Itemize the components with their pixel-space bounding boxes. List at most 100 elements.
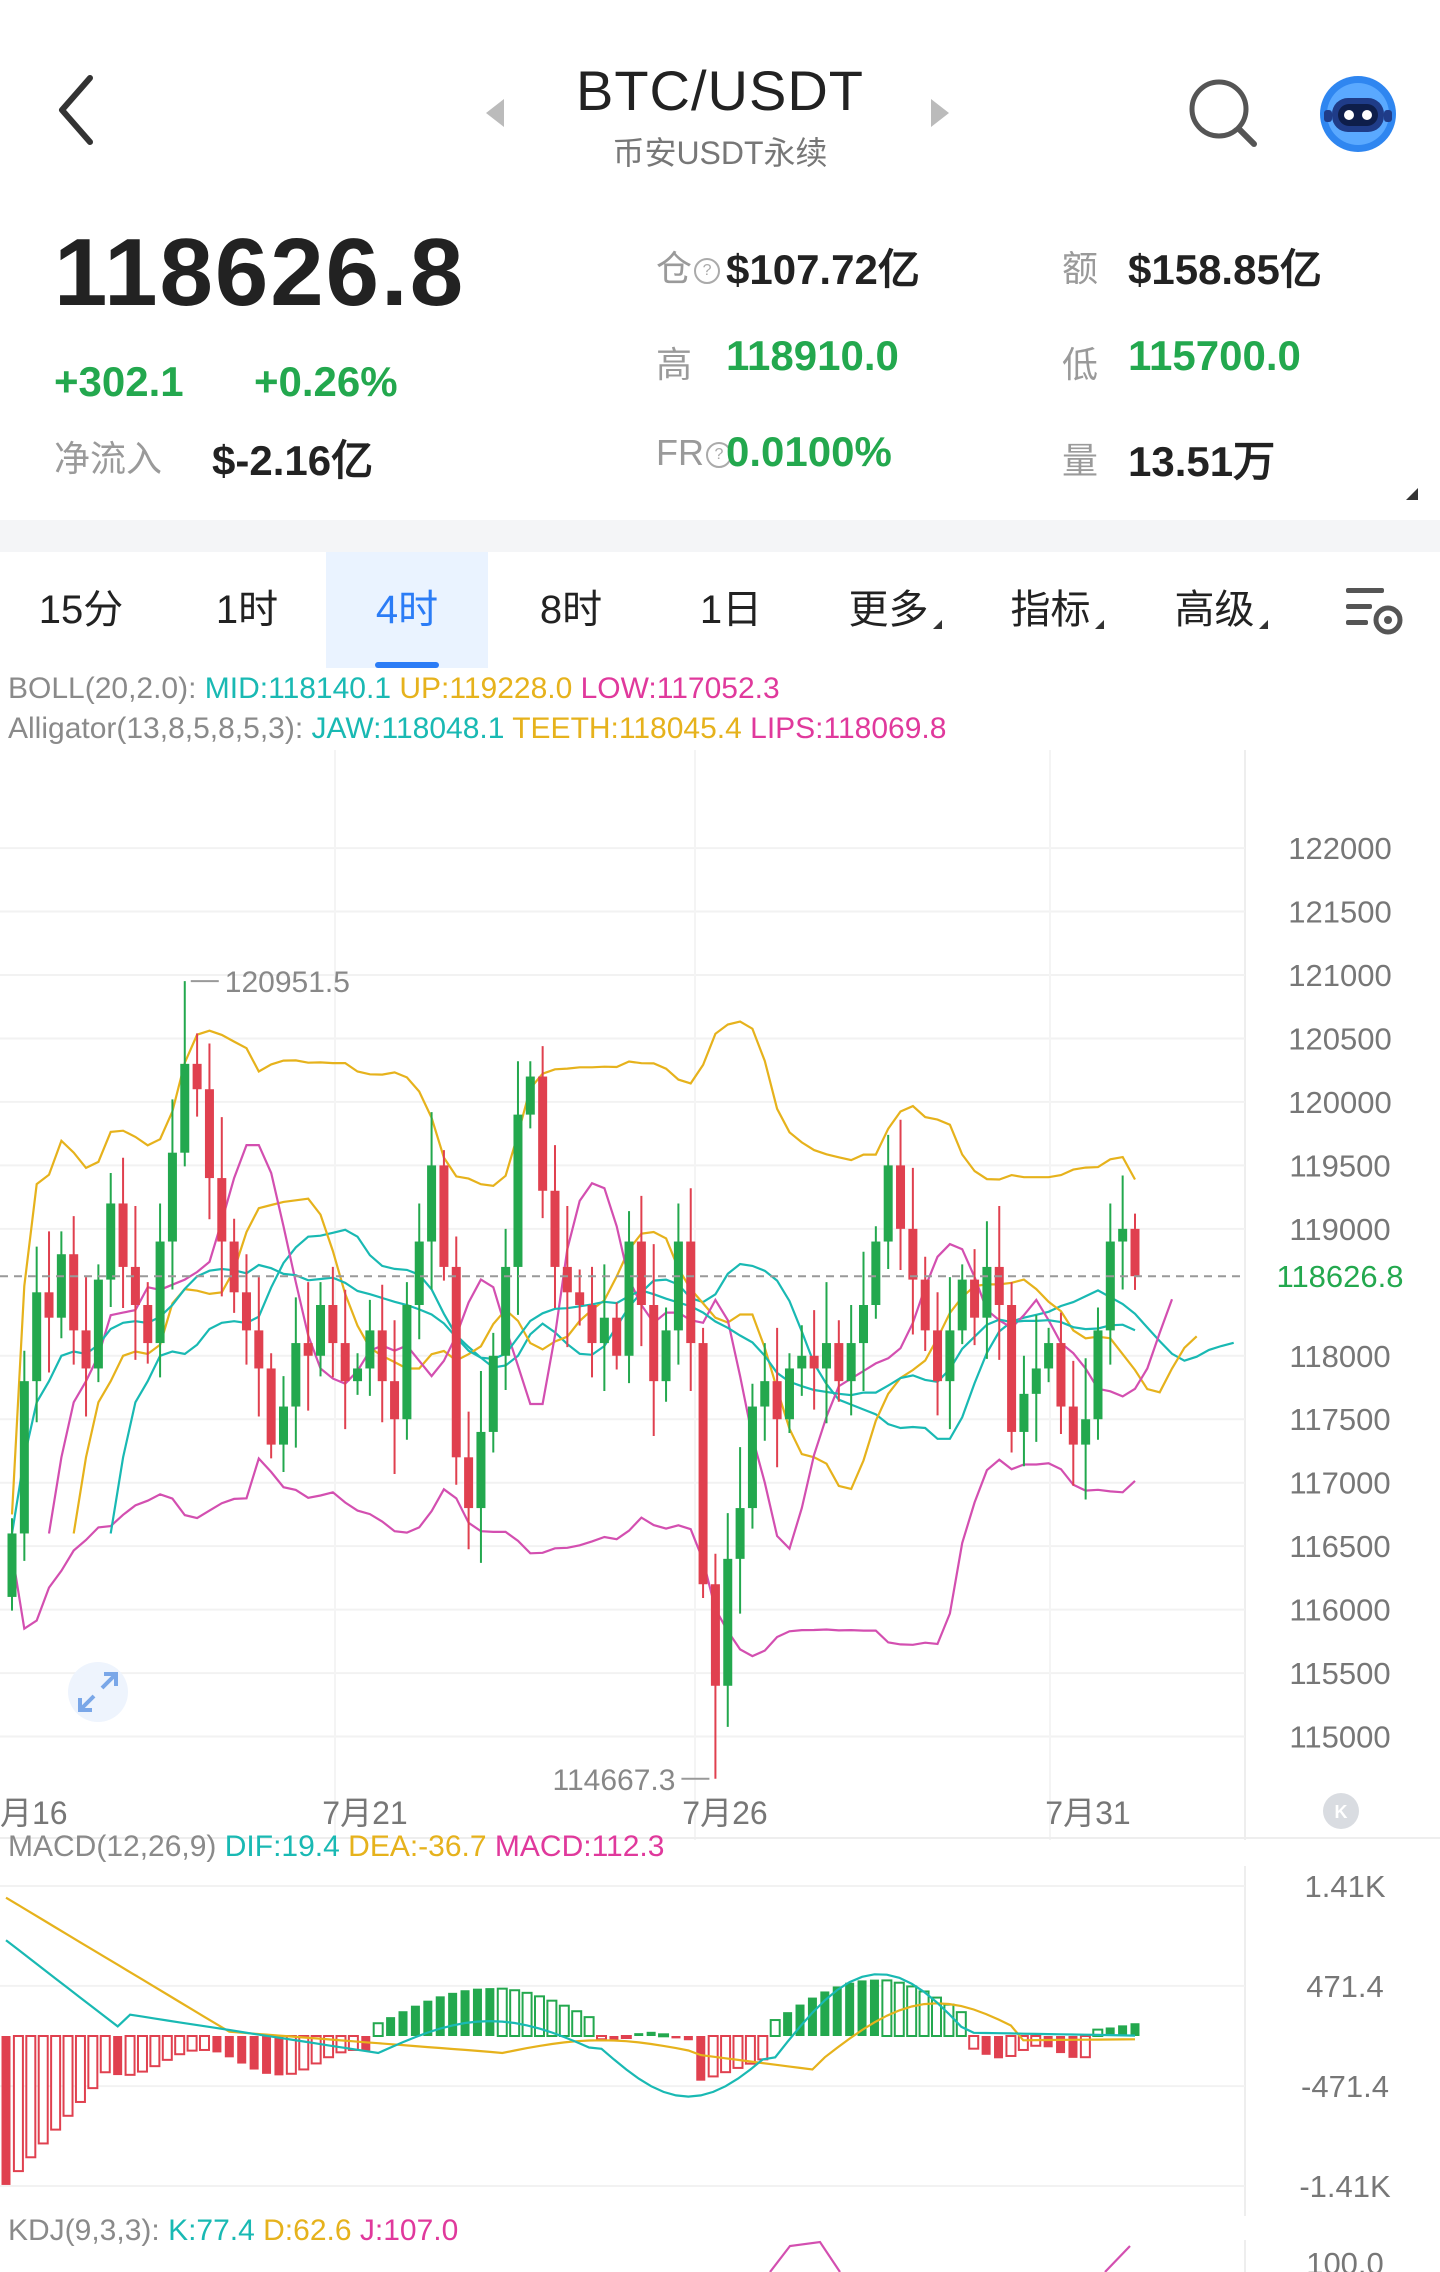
kdj-name: KDJ(9,3,3): bbox=[8, 2214, 160, 2247]
search-icon[interactable] bbox=[1186, 76, 1260, 150]
expand-stats-icon[interactable] bbox=[1406, 488, 1418, 500]
candle-body bbox=[760, 1381, 770, 1407]
candle-body bbox=[1068, 1406, 1078, 1445]
y-tick-label: 122000 bbox=[1288, 831, 1391, 866]
candle-body bbox=[353, 1368, 363, 1382]
price-change: +302.1 bbox=[54, 358, 184, 405]
candle-body bbox=[254, 1330, 264, 1369]
last-price-tag bbox=[1246, 1252, 1440, 1301]
candle-body bbox=[513, 1114, 523, 1267]
kdj-chart[interactable]: 100.0 bbox=[0, 2240, 1440, 2272]
info-icon[interactable]: ? bbox=[694, 258, 721, 285]
candle-body bbox=[673, 1241, 683, 1331]
macd-bar bbox=[310, 2035, 322, 2065]
candle bbox=[1019, 1355, 1029, 1467]
candle bbox=[254, 1277, 264, 1417]
macd-bar bbox=[124, 2035, 136, 2076]
candle bbox=[217, 1117, 227, 1297]
fullscreen-icon[interactable] bbox=[66, 1660, 130, 1724]
candle bbox=[661, 1307, 671, 1402]
alligator-lips: LIPS:118069.8 bbox=[750, 712, 947, 745]
tab-3[interactable]: 8时 bbox=[490, 552, 652, 668]
candle-body bbox=[439, 1165, 449, 1267]
candle-body bbox=[118, 1203, 128, 1267]
info-icon[interactable]: ? bbox=[706, 442, 732, 469]
macd-bar bbox=[398, 2011, 408, 2036]
section-divider bbox=[0, 520, 1440, 552]
candle bbox=[414, 1203, 424, 1340]
candle bbox=[476, 1371, 486, 1563]
alligator-jaw: JAW:118048.1 bbox=[311, 712, 505, 745]
macd-bar bbox=[174, 2035, 186, 2056]
candle bbox=[599, 1264, 609, 1392]
candle bbox=[636, 1195, 646, 1347]
kdj-j-line bbox=[769, 2240, 841, 2272]
candle bbox=[229, 1218, 239, 1313]
chevron-left-icon[interactable] bbox=[50, 70, 110, 150]
robot-icon[interactable] bbox=[1318, 74, 1398, 154]
candle bbox=[896, 1119, 906, 1270]
macd-bar bbox=[485, 1988, 495, 2036]
tab-1[interactable]: 1时 bbox=[166, 552, 328, 668]
candle-body bbox=[525, 1076, 535, 1115]
y-tick-label: 115000 bbox=[1289, 1720, 1390, 1755]
tab-7[interactable]: 高级 bbox=[1140, 552, 1302, 668]
y-tick-label: 1.41K bbox=[1304, 1869, 1385, 1904]
candle-body bbox=[180, 1063, 190, 1153]
svg-text:K: K bbox=[1335, 1802, 1348, 1822]
macd-bar bbox=[74, 2035, 86, 2103]
x-tick-label: 7月26 bbox=[682, 1795, 767, 1831]
candle bbox=[44, 1231, 54, 1373]
macd-name: MACD(12,26,9) bbox=[8, 1830, 217, 1863]
macd-bar bbox=[620, 2035, 632, 2039]
kdj-k: K:77.4 bbox=[168, 2214, 255, 2247]
macd-bar bbox=[918, 1990, 930, 2037]
symbol-title[interactable]: BTC/USDT bbox=[576, 59, 864, 122]
candle-body bbox=[1031, 1368, 1041, 1394]
candle bbox=[883, 1134, 893, 1269]
macd-bar bbox=[845, 1982, 855, 2036]
alligator-legend: Alligator(13,8,5,8,5,3): JAW:118048.1 TE… bbox=[8, 712, 946, 746]
candle bbox=[390, 1320, 400, 1475]
candle bbox=[784, 1353, 794, 1433]
chart-settings-icon[interactable] bbox=[1344, 584, 1406, 640]
tab-5[interactable]: 更多 bbox=[814, 552, 976, 668]
candle bbox=[747, 1383, 757, 1529]
macd-dea: DEA:-36.7 bbox=[348, 1830, 487, 1863]
macd-bar bbox=[496, 1987, 508, 2037]
kdj-legend: KDJ(9,3,3): K:77.4 D:62.6 J:107.0 bbox=[8, 2214, 458, 2248]
candle bbox=[908, 1167, 918, 1335]
candle-body bbox=[599, 1317, 609, 1344]
boll-lower-line bbox=[10, 1456, 1136, 1658]
candle-body bbox=[390, 1381, 400, 1420]
high-label: 高 bbox=[656, 344, 693, 385]
open-interest-value: $107.72亿 bbox=[726, 246, 920, 293]
macd-bar bbox=[658, 2033, 670, 2038]
tab-4[interactable]: 1日 bbox=[650, 552, 812, 668]
candle-body bbox=[476, 1431, 486, 1509]
candle-body bbox=[451, 1266, 461, 1458]
scroll-to-latest-icon[interactable]: K bbox=[1322, 1792, 1360, 1830]
candle bbox=[291, 1297, 301, 1448]
y-tick-label: 119500 bbox=[1289, 1148, 1390, 1183]
net-inflow-value: $-2.16亿 bbox=[212, 437, 374, 484]
candlestick-chart[interactable]: 122000 121500 121000 120500 120000 119500 1190… bbox=[0, 750, 1440, 1840]
candle bbox=[464, 1411, 474, 1550]
candle bbox=[1031, 1315, 1041, 1442]
tab-6[interactable]: 指标 bbox=[976, 552, 1138, 668]
boll-mid: MID:118140.1 bbox=[204, 672, 392, 705]
tab-0[interactable]: 15分 bbox=[0, 552, 162, 668]
macd-bar bbox=[161, 2035, 173, 2061]
macd-chart[interactable]: 1.41K 471.4 -471.4 -1.41K bbox=[0, 1866, 1440, 2216]
macd-bar bbox=[869, 1979, 879, 2036]
tab-2[interactable]: 4时 bbox=[326, 552, 488, 668]
next-symbol-icon[interactable] bbox=[925, 95, 955, 131]
dropdown-caret-icon bbox=[1094, 620, 1104, 629]
y-tick-label: 117000 bbox=[1289, 1466, 1390, 1501]
previous-symbol-icon[interactable] bbox=[480, 95, 510, 131]
candle bbox=[575, 1269, 585, 1326]
y-tick-label: 116500 bbox=[1289, 1529, 1390, 1564]
candle-body bbox=[56, 1254, 66, 1318]
candle bbox=[550, 1145, 560, 1309]
candle-body bbox=[834, 1343, 844, 1382]
